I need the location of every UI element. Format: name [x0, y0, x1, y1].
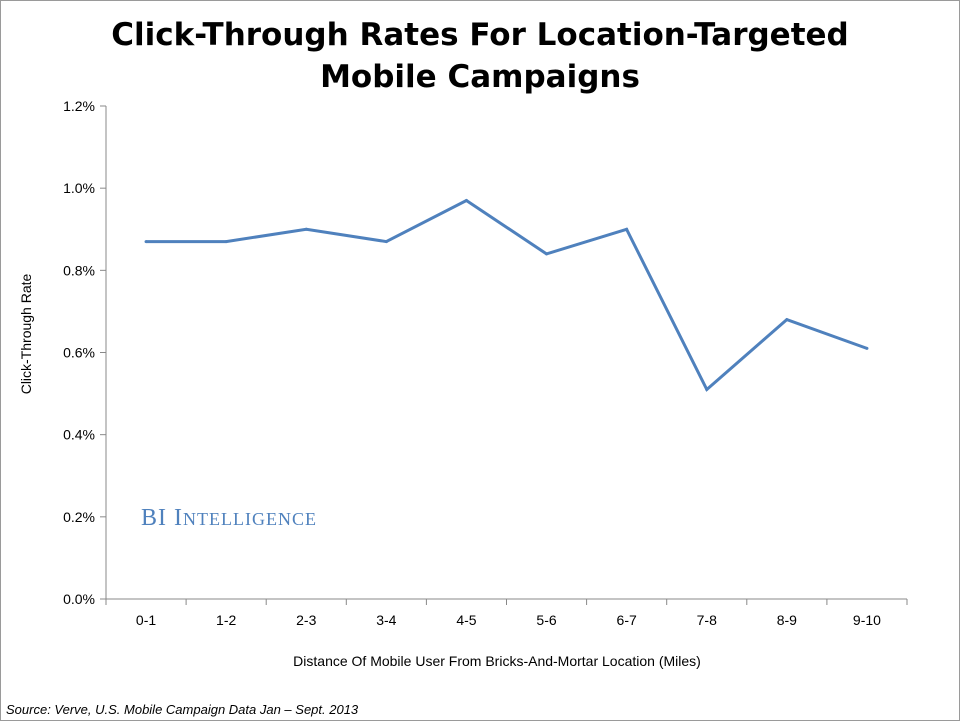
series-line: [146, 198, 868, 392]
x-axis-label: Distance Of Mobile User From Bricks-And-…: [293, 653, 701, 669]
x-tick-label: 7-8: [697, 612, 717, 628]
data-point: [625, 227, 629, 231]
data-point: [224, 240, 228, 244]
x-tick-label: 9-10: [853, 612, 881, 628]
data-point: [865, 346, 869, 350]
data-point: [144, 240, 148, 244]
y-tick-label: 0.6%: [63, 345, 95, 361]
x-axis-ticks: 0-1 1-2 2-3 3-4 4-5 5-6 6-7 7-8 8-9 9-10: [105, 599, 908, 628]
x-tick-label: 8-9: [777, 612, 797, 628]
y-tick-label: 0.8%: [63, 262, 95, 278]
data-point: [384, 240, 388, 244]
data-point: [785, 318, 789, 322]
source-note: Source: Verve, U.S. Mobile Campaign Data…: [6, 702, 359, 717]
chart-title: Click-Through Rates For Location-Targete…: [0, 14, 960, 98]
chart-title-line-1: Click-Through Rates For Location-Targete…: [111, 17, 849, 53]
x-tick-label: 0-1: [136, 612, 156, 628]
watermark-rest: NTELLIGENCE: [183, 509, 317, 529]
data-point: [464, 198, 468, 202]
bi-intelligence-watermark: BI INTELLIGENCE: [141, 505, 317, 532]
x-tick-label: 4-5: [456, 612, 476, 628]
data-point: [304, 227, 308, 231]
y-tick-label: 0.2%: [63, 509, 95, 525]
y-tick-label: 0.0%: [63, 591, 95, 607]
x-tick-label: 6-7: [617, 612, 637, 628]
x-tick-label: 1-2: [216, 612, 236, 628]
y-axis-label: Click-Through Rate: [18, 273, 34, 394]
watermark-main: BI I: [141, 505, 183, 531]
chart-title-line-2: Mobile Campaigns: [320, 59, 640, 95]
data-point: [545, 252, 549, 256]
x-tick-label: 3-4: [376, 612, 396, 628]
y-tick-label: 0.4%: [63, 427, 95, 443]
x-tick-label: 2-3: [296, 612, 316, 628]
y-tick-label: 1.2%: [63, 98, 95, 114]
y-axis-ticks: 0.0% 0.2% 0.4% 0.6% 0.8% 1.0% 1.2%: [63, 98, 106, 607]
y-tick-label: 1.0%: [63, 180, 95, 196]
x-tick-label: 5-6: [536, 612, 556, 628]
series-group: [144, 198, 869, 392]
data-point: [705, 387, 709, 391]
